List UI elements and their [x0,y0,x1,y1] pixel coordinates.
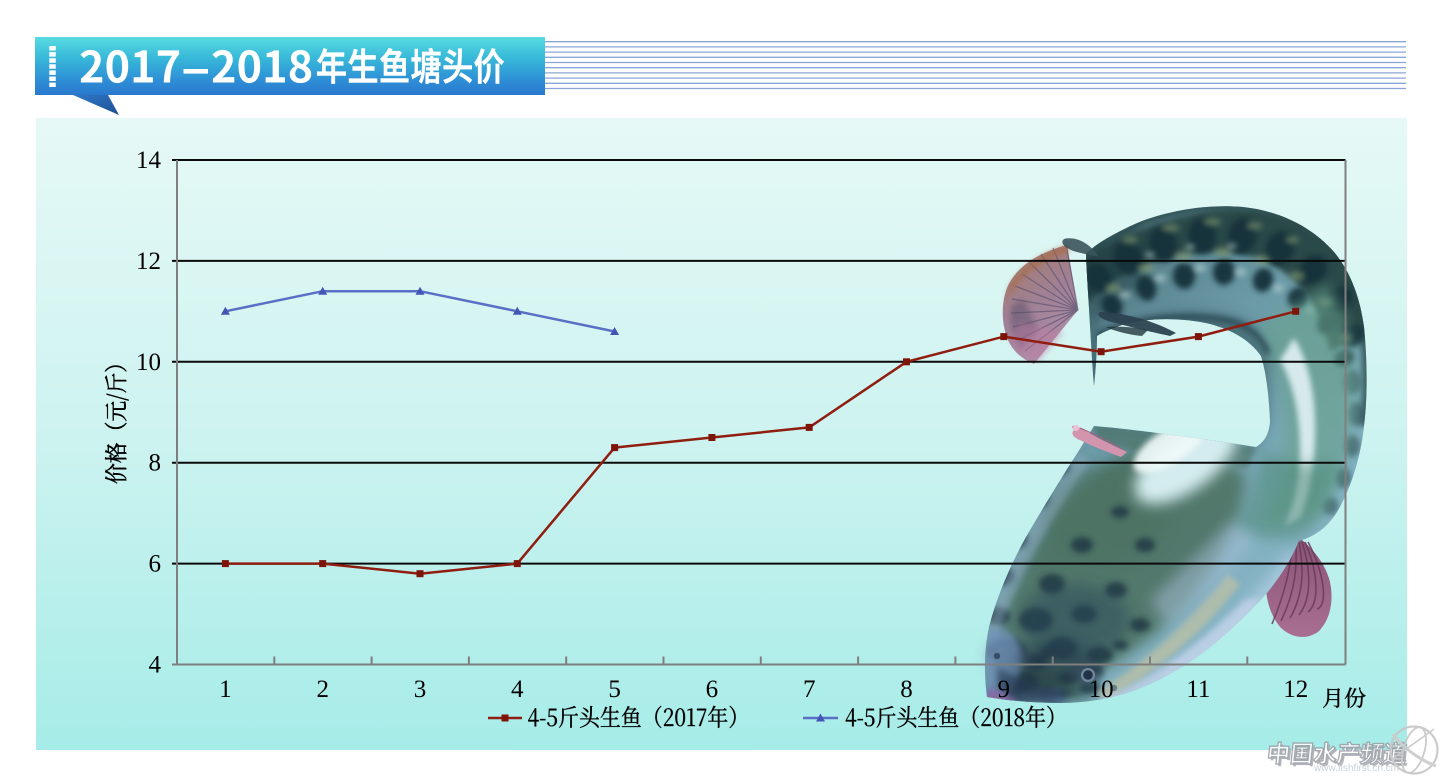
svg-text:6: 6 [149,551,162,578]
svg-text:4: 4 [149,652,162,679]
svg-text:10: 10 [1089,676,1114,703]
svg-text:9: 9 [998,676,1011,703]
svg-text:10: 10 [136,349,161,376]
svg-text:www.fishfirst.cn.cm: www.fishfirst.cn.cm [1313,763,1399,774]
svg-text:12: 12 [1283,676,1308,703]
svg-text:2: 2 [316,676,329,703]
svg-text:8: 8 [900,676,913,703]
svg-text:14: 14 [136,147,162,174]
svg-text:11: 11 [1186,676,1210,703]
svg-text:3: 3 [414,676,427,703]
svg-text:6: 6 [706,676,719,703]
svg-text:4: 4 [511,676,524,703]
svg-text:7: 7 [803,676,816,703]
svg-text:8: 8 [149,450,162,477]
svg-text:1: 1 [219,676,232,703]
svg-text:5: 5 [608,676,621,703]
svg-text:12: 12 [136,248,161,275]
